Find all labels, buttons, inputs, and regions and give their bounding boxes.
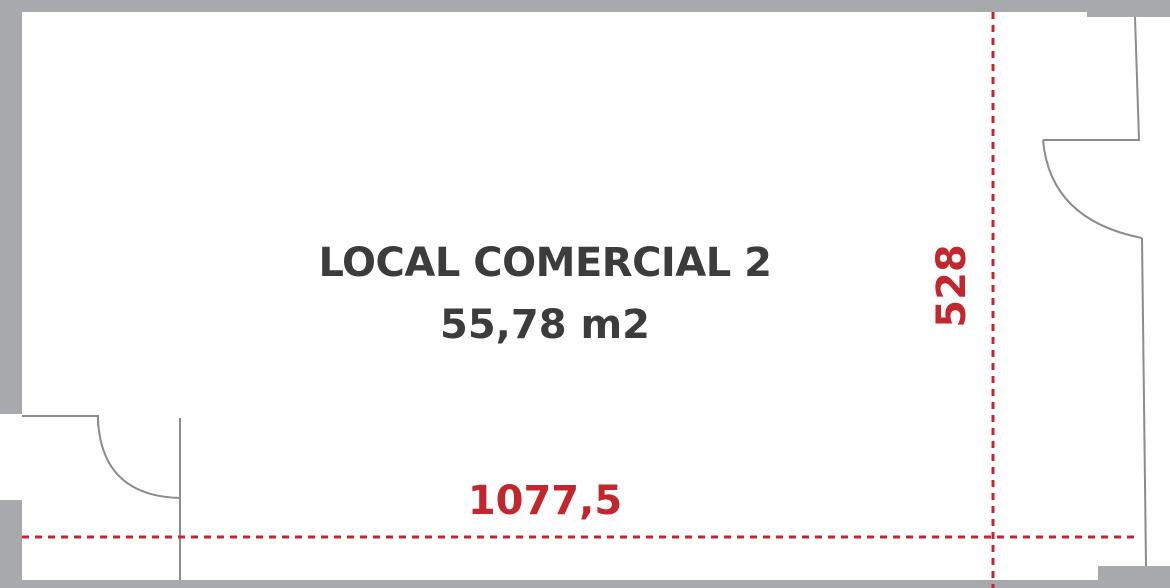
- right-wall-upper: [1043, 16, 1141, 141]
- left-door-jamb: [22, 415, 99, 426]
- bottom-wall: [0, 580, 1170, 588]
- room-area: 55,78 m2: [440, 302, 650, 348]
- top-wall: [0, 0, 1087, 12]
- height-dimension-label: 528: [929, 244, 975, 328]
- right-door-swing: [1042, 139, 1143, 239]
- left-door-swing: [97, 419, 181, 499]
- room-label: LOCAL COMERCIAL 2 55,78 m2: [245, 232, 845, 356]
- right-wall-lower: [1141, 237, 1147, 567]
- width-dimension-label: 1077,5: [467, 478, 623, 524]
- room-name: LOCAL COMERCIAL 2: [318, 240, 772, 286]
- bottom-right-wall-stub: [1098, 566, 1170, 588]
- left-wall-upper: [0, 0, 22, 414]
- left-wall-lower: [0, 500, 22, 588]
- top-right-wall-stub: [1087, 0, 1170, 17]
